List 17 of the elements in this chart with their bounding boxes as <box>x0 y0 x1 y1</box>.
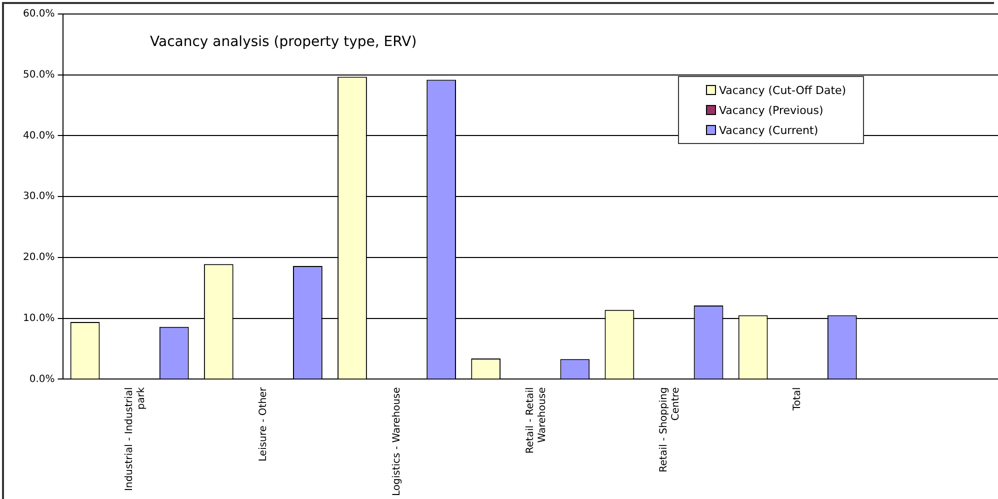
x-tick-label: Logistics - Warehouse <box>391 387 402 496</box>
y-tick-label: 30.0% <box>22 191 55 202</box>
x-tick-label: Leisure - Other <box>258 386 269 462</box>
x-tick-label: Total <box>792 387 804 412</box>
y-tick-label: 60.0% <box>22 8 55 20</box>
x-tick-label: Industrial - Industrial park <box>124 387 148 491</box>
text: Vacancy analysis (property type, ERV) <box>150 34 417 50</box>
x-tick-label: Retail - Shopping Centre <box>658 387 682 472</box>
y-tick-label: 0.0% <box>29 374 55 385</box>
y-tick-label: 20.0% <box>22 252 55 264</box>
y-tick-label: 40.0% <box>22 130 55 142</box>
legend-label: Vacancy (Cut-Off Date) <box>719 84 846 96</box>
y-tick-label: 10.0% <box>22 312 55 324</box>
y-tick-label: 50.0% <box>22 69 55 80</box>
legend-label: Vacancy (Current) <box>719 124 818 136</box>
legend-label: Vacancy (Previous) <box>719 104 824 116</box>
x-tick-label: Retail - Retail Warehouse <box>524 387 548 454</box>
